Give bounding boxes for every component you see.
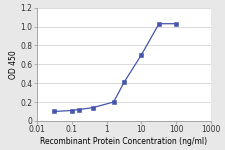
X-axis label: Recombinant Protein Concentration (ng/ml): Recombinant Protein Concentration (ng/ml… xyxy=(40,137,207,146)
Y-axis label: OD 450: OD 450 xyxy=(9,50,18,79)
